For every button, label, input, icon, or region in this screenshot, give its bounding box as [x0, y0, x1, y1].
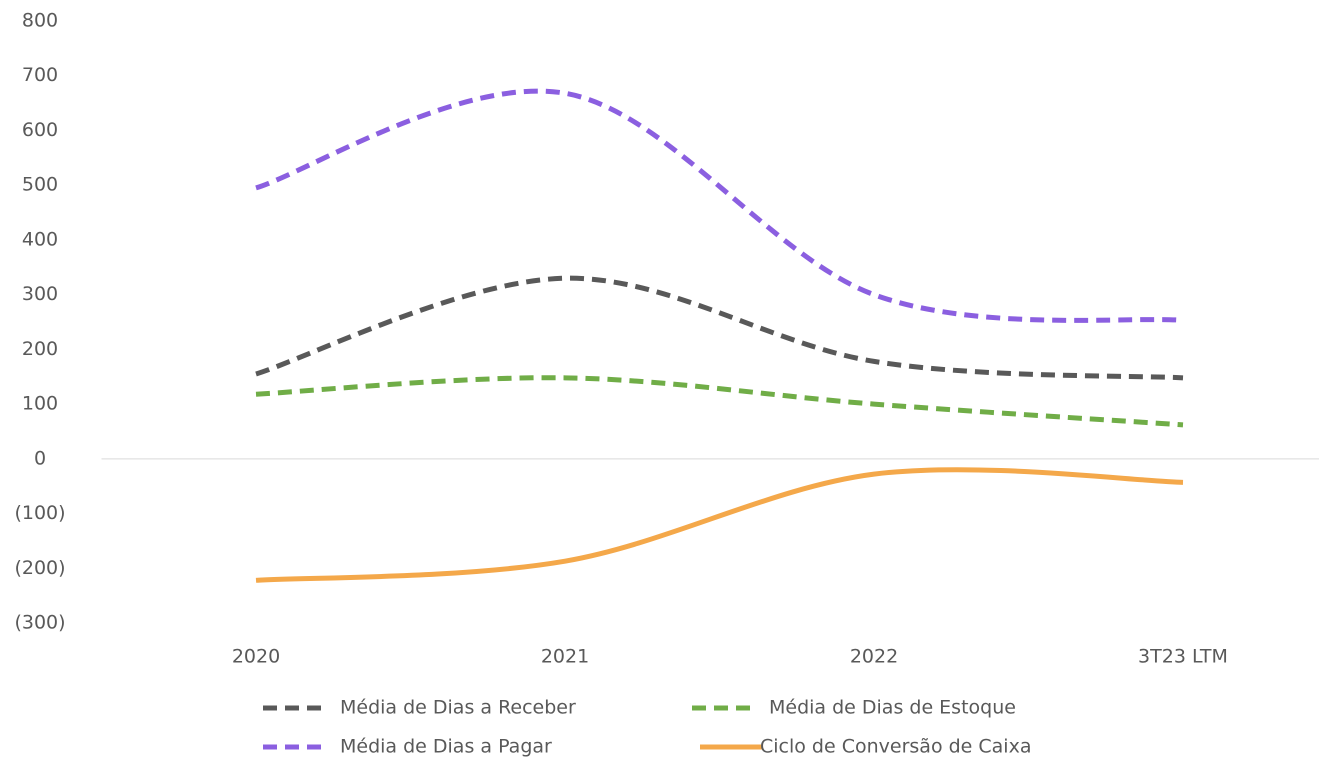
x-tick-label: 2021: [541, 646, 589, 668]
legend-label: Média de Dias de Estoque: [769, 697, 1016, 719]
y-tick-label: 200: [22, 338, 58, 360]
y-tick-label: 700: [22, 64, 58, 86]
series-line: [255, 467, 1184, 583]
legend-label: Média de Dias a Receber: [340, 697, 576, 719]
y-tick-label: 0: [34, 447, 46, 469]
legend-label: Média de Dias a Pagar: [340, 736, 552, 758]
x-tick-label: 2022: [850, 646, 898, 668]
x-tick-label: 2020: [232, 646, 280, 668]
y-tick-label: (100): [14, 502, 65, 524]
series-line: [255, 88, 1184, 323]
series-line: [255, 275, 1184, 381]
y-tick-label: 500: [22, 174, 58, 196]
x-tick-label: 3T23 LTM: [1138, 646, 1228, 668]
series-line: [255, 375, 1184, 428]
y-tick-label: 800: [22, 10, 58, 32]
y-tick-label: (200): [14, 557, 65, 579]
legend-label: Ciclo de Conversão de Caixa: [760, 736, 1031, 758]
y-tick-label: 100: [22, 393, 58, 415]
y-tick-label: 400: [22, 228, 58, 250]
y-tick-label: 300: [22, 283, 58, 305]
y-tick-label: 600: [22, 119, 58, 141]
y-tick-label: (300): [14, 612, 65, 634]
